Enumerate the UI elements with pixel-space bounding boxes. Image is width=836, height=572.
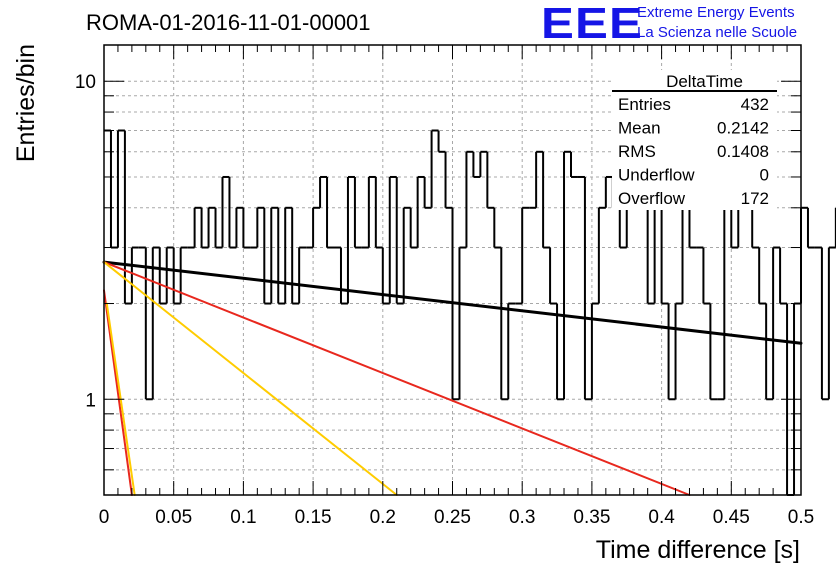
x-tick-label: 0.05	[155, 507, 192, 528]
x-tick-label: 0.2	[370, 507, 396, 528]
x-tick-label: 0.4	[648, 507, 675, 528]
stats-rows: Entries 432 Mean 0.2142 RMS 0.1408 Underflow 0 O…	[618, 95, 769, 208]
stats-label-rms: RMS	[618, 142, 656, 161]
y-tick-label: 1	[85, 390, 96, 411]
x-tick-label: 0.15	[295, 507, 332, 528]
x-tick-label: 0.25	[434, 507, 471, 528]
stats-title: DeltaTime	[666, 72, 743, 91]
fit-curves	[102, 260, 803, 496]
stats-value-mean: 0.2142	[717, 119, 769, 138]
stats-label-underflow: Underflow	[618, 166, 695, 185]
y-tick-label: 10	[75, 72, 96, 93]
fit-curve-2	[103, 261, 691, 496]
eee-logo: EEE Extreme Energy Events La Scienza nel…	[541, 2, 831, 46]
stats-box: DeltaTime Entries 432 Mean 0.2142 RMS 0.1408 U…	[612, 70, 777, 210]
logo-line1: Extreme Energy Events	[637, 4, 795, 21]
stats-label-mean: Mean	[618, 119, 661, 138]
logo-line2: La Scienza nelle Scuole	[637, 24, 798, 41]
stats-value-underflow: 0	[760, 166, 769, 185]
x-tick-label: 0.1	[230, 507, 256, 528]
logo-mark: EEE	[541, 0, 643, 48]
axis-ticks: 0 0.05 0.1 0.15 0.2 0.25 0.3 0.35 0.4 0.45 0.5 1 10	[75, 45, 814, 528]
x-tick-label: 0.35	[573, 507, 610, 528]
fit-curve-3	[103, 261, 398, 496]
stats-label-overflow: Overflow	[618, 189, 686, 208]
fit-curve-1	[102, 260, 803, 345]
stats-value-rms: 0.1408	[717, 142, 769, 161]
fit-curve-4	[103, 289, 133, 496]
y-axis-title: Entries/bin	[12, 44, 40, 162]
stats-label-entries: Entries	[618, 95, 671, 114]
x-tick-label: 0.3	[509, 507, 535, 528]
stats-value-overflow: 172	[741, 189, 769, 208]
stats-background	[612, 70, 777, 210]
stats-value-entries: 432	[741, 95, 769, 114]
x-tick-label: 0	[99, 507, 110, 528]
plot-title: ROMA-01-2016-11-01-00001	[86, 10, 371, 35]
x-tick-label: 0.45	[713, 507, 750, 528]
x-axis-title: Time difference [s]	[596, 536, 800, 564]
x-tick-label: 0.5	[788, 507, 814, 528]
